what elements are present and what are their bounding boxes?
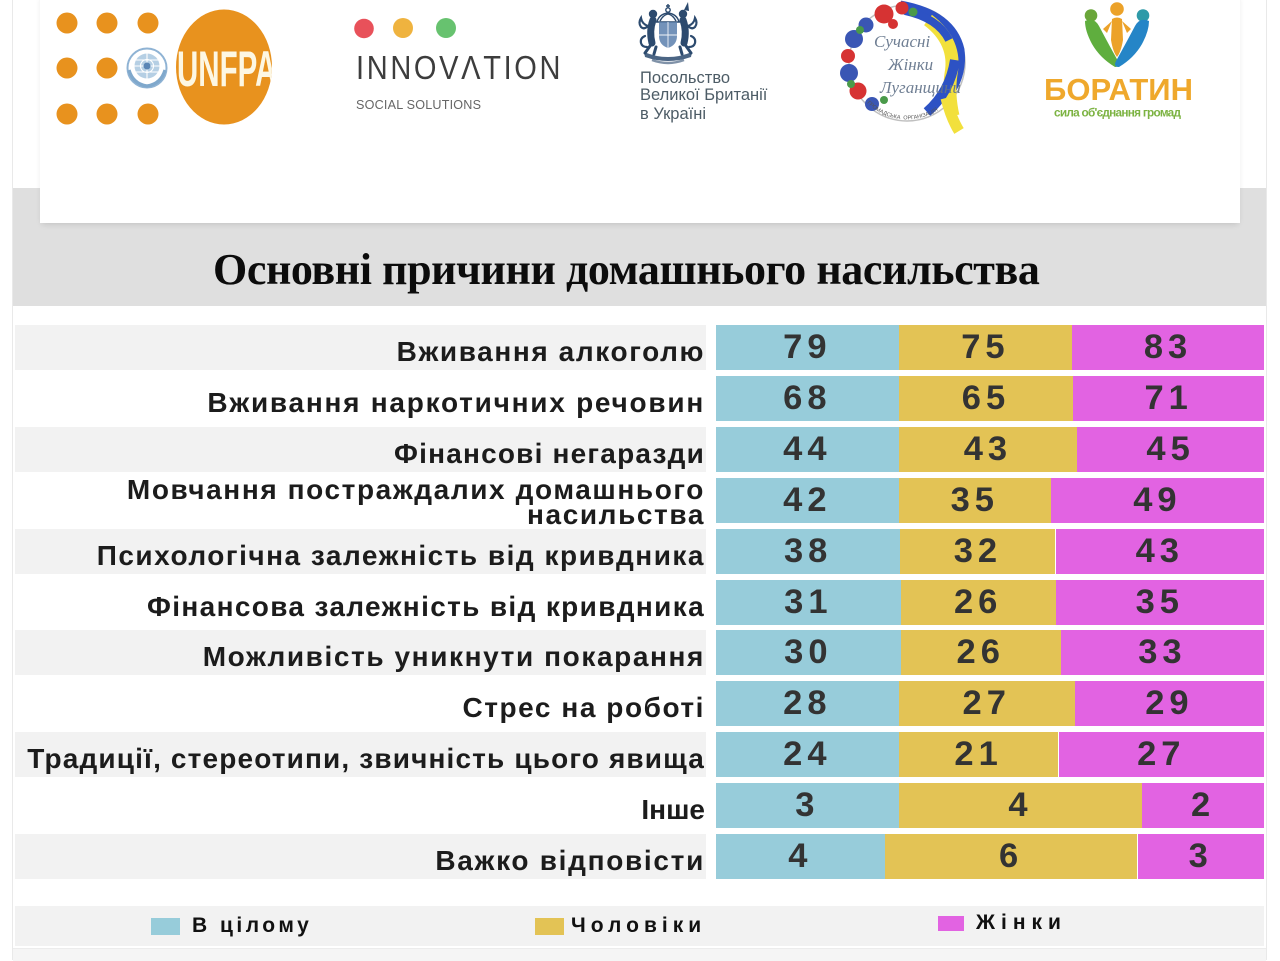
svg-text:в Україні: в Україні	[640, 105, 706, 123]
svg-text:INNOVΛTION: INNOVΛTION	[356, 49, 563, 86]
svg-text:Луганщини: Луганщини	[879, 78, 961, 97]
svg-text:БОРАТИН: БОРАТИН	[1044, 72, 1193, 107]
svg-text:сила об'єднання громад: сила об'єднання громад	[1054, 106, 1182, 120]
svg-text:UNFPA: UNFPA	[177, 41, 276, 97]
svg-text:Жінки: Жінки	[887, 55, 933, 74]
svg-text:SOCIAL SOLUTIONS: SOCIAL SOLUTIONS	[356, 98, 481, 112]
svg-text:Великої Британії: Великої Британії	[640, 86, 768, 104]
svg-text:Посольство: Посольство	[640, 69, 730, 87]
svg-text:Сучасні: Сучасні	[874, 32, 930, 51]
